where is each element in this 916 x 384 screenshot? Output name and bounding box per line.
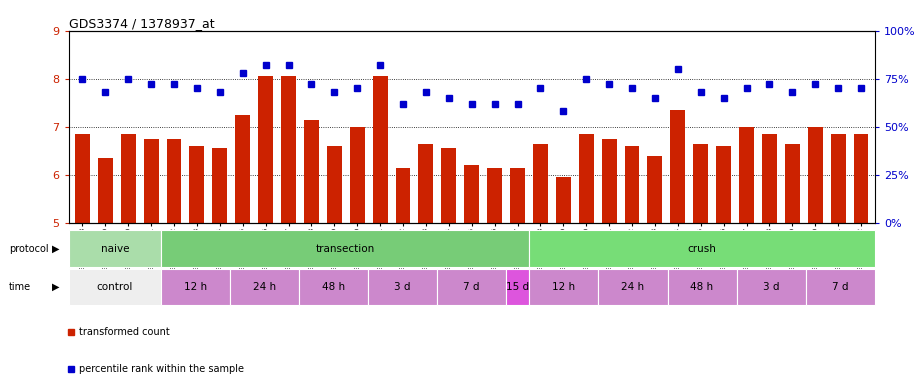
Bar bbox=[161, 269, 230, 305]
Text: 7 d: 7 d bbox=[832, 282, 848, 292]
Text: percentile rank within the sample: percentile rank within the sample bbox=[79, 364, 244, 374]
Text: protocol: protocol bbox=[9, 243, 49, 254]
Text: crush: crush bbox=[688, 243, 716, 254]
Bar bbox=[69, 230, 161, 267]
Text: 3 d: 3 d bbox=[395, 282, 411, 292]
Bar bbox=[167, 139, 181, 223]
Bar bbox=[739, 127, 754, 223]
Bar bbox=[529, 269, 598, 305]
Bar bbox=[808, 127, 823, 223]
Bar bbox=[648, 156, 662, 223]
Bar bbox=[507, 269, 529, 305]
Bar bbox=[487, 167, 502, 223]
Text: 24 h: 24 h bbox=[621, 282, 645, 292]
Bar bbox=[598, 269, 668, 305]
Text: 15 d: 15 d bbox=[507, 282, 529, 292]
Bar bbox=[831, 134, 845, 223]
Bar bbox=[75, 134, 90, 223]
Bar bbox=[736, 269, 806, 305]
Bar bbox=[281, 76, 296, 223]
Text: GDS3374 / 1378937_at: GDS3374 / 1378937_at bbox=[69, 17, 214, 30]
Bar bbox=[625, 146, 639, 223]
Bar bbox=[533, 144, 548, 223]
Bar bbox=[98, 158, 113, 223]
Bar bbox=[121, 134, 136, 223]
Text: 7 d: 7 d bbox=[463, 282, 480, 292]
Text: 24 h: 24 h bbox=[253, 282, 276, 292]
Text: 48 h: 48 h bbox=[691, 282, 714, 292]
Bar bbox=[716, 146, 731, 223]
Bar bbox=[510, 167, 525, 223]
Bar bbox=[258, 76, 273, 223]
Bar bbox=[235, 115, 250, 223]
Bar bbox=[304, 119, 319, 223]
Bar bbox=[213, 148, 227, 223]
Bar bbox=[556, 177, 571, 223]
Bar bbox=[350, 127, 365, 223]
Bar bbox=[373, 76, 387, 223]
Text: ▶: ▶ bbox=[52, 243, 60, 254]
Bar bbox=[230, 269, 299, 305]
Bar bbox=[442, 148, 456, 223]
Bar bbox=[579, 134, 594, 223]
Text: transection: transection bbox=[315, 243, 375, 254]
Bar bbox=[437, 269, 507, 305]
Bar bbox=[327, 146, 342, 223]
Text: naive: naive bbox=[101, 243, 129, 254]
Text: 48 h: 48 h bbox=[322, 282, 345, 292]
Bar bbox=[671, 110, 685, 223]
Bar bbox=[854, 134, 868, 223]
Text: 12 h: 12 h bbox=[184, 282, 207, 292]
Bar bbox=[368, 269, 437, 305]
Bar bbox=[396, 167, 410, 223]
Bar bbox=[529, 230, 875, 267]
Bar bbox=[299, 269, 368, 305]
Bar bbox=[161, 230, 529, 267]
Text: transformed count: transformed count bbox=[79, 326, 169, 337]
Text: 12 h: 12 h bbox=[552, 282, 575, 292]
Text: time: time bbox=[9, 282, 31, 292]
Bar bbox=[69, 269, 161, 305]
Bar bbox=[144, 139, 158, 223]
Bar bbox=[806, 269, 875, 305]
Text: ▶: ▶ bbox=[52, 282, 60, 292]
Bar bbox=[602, 139, 616, 223]
Bar bbox=[464, 165, 479, 223]
Bar bbox=[693, 144, 708, 223]
Bar bbox=[419, 144, 433, 223]
Text: control: control bbox=[96, 282, 133, 292]
Bar bbox=[762, 134, 777, 223]
Text: 3 d: 3 d bbox=[763, 282, 780, 292]
Bar bbox=[785, 144, 800, 223]
Bar bbox=[668, 269, 736, 305]
Bar bbox=[190, 146, 204, 223]
